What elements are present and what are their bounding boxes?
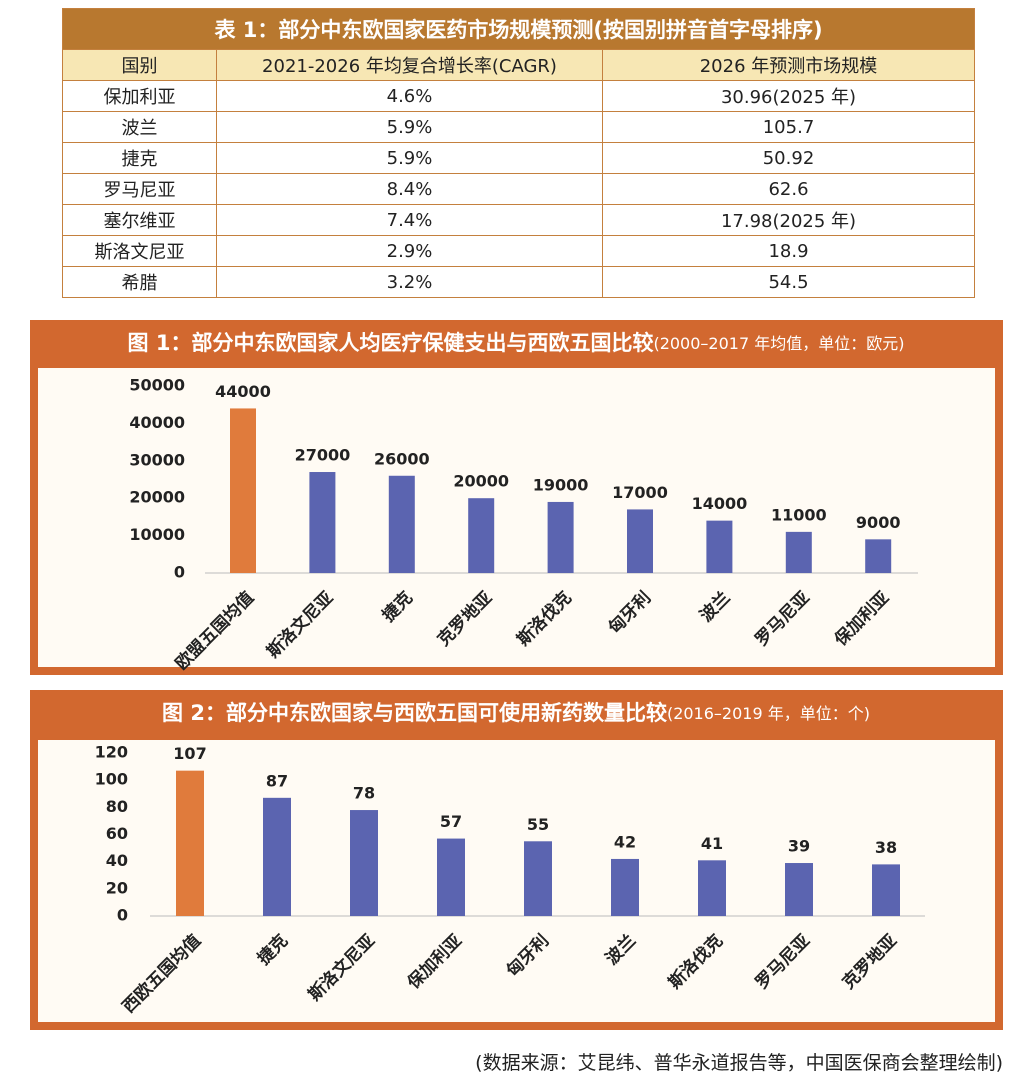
bar — [350, 810, 378, 916]
y-tick-label: 60 — [106, 824, 128, 843]
bar — [785, 531, 812, 573]
table-row: 斯洛文尼亚 2.9% 18.9 — [62, 235, 975, 267]
bar — [611, 858, 639, 916]
data-label: 38 — [875, 838, 897, 857]
table-title-row: 表 1：部分中东欧国家医药市场规模预测(按国别拼音首字母排序) — [62, 8, 975, 50]
table-cell: 希腊 — [62, 266, 217, 298]
table-cell: 50.92 — [602, 142, 975, 174]
bar — [785, 863, 813, 916]
header-cell: 2026 年预测市场规模 — [602, 49, 975, 81]
y-tick-label: 80 — [106, 797, 128, 816]
data-label: 41 — [701, 834, 723, 853]
table-title: 表 1：部分中东欧国家医药市场规模预测(按国别拼音首字母排序) — [62, 8, 975, 50]
table-cell: 30.96(2025 年) — [602, 80, 975, 112]
y-tick-label: 50000 — [129, 376, 185, 395]
bar — [176, 770, 204, 916]
data-label: 14000 — [692, 494, 748, 513]
table-cell: 5.9% — [216, 111, 603, 143]
bar — [437, 838, 465, 916]
y-tick-label: 40 — [106, 851, 128, 870]
table-cell: 3.2% — [216, 266, 603, 298]
chart-subtitle: (2016–2019 年，单位：个) — [667, 704, 870, 723]
chart-subtitle: (2000–2017 年均值，单位：欧元) — [653, 334, 904, 353]
bar — [865, 539, 892, 573]
y-tick-label: 40000 — [129, 413, 185, 432]
bar — [698, 860, 726, 916]
data-label: 9000 — [856, 513, 901, 532]
bar — [263, 797, 291, 916]
table-row: 保加利亚 4.6% 30.96(2025 年) — [62, 80, 975, 112]
bar — [627, 509, 653, 573]
table-cell: 54.5 — [602, 266, 975, 298]
table-row: 捷克 5.9% 50.92 — [62, 142, 975, 174]
data-label: 55 — [527, 815, 549, 834]
y-tick-label: 20 — [106, 878, 128, 897]
market-table: 表 1：部分中东欧国家医药市场规模预测(按国别拼音首字母排序) 国别 2021-… — [62, 8, 975, 298]
data-label: 26000 — [374, 449, 430, 468]
data-label: 87 — [266, 771, 288, 790]
data-label: 19000 — [533, 475, 589, 494]
data-label: 44000 — [215, 382, 271, 401]
bar — [468, 498, 495, 573]
chart-heading: 图 1：部分中东欧国家人均医疗保健支出与西欧五国比较(2000–2017 年均值… — [128, 331, 905, 355]
y-tick-label: 10000 — [129, 525, 185, 544]
y-tick-label: 30000 — [129, 450, 185, 469]
data-label: 11000 — [771, 505, 827, 524]
table-cell: 18.9 — [602, 235, 975, 267]
table-row: 罗马尼亚 8.4% 62.6 — [62, 173, 975, 205]
table-cell: 62.6 — [602, 173, 975, 205]
bar — [309, 472, 336, 573]
chart-title: 图 1：部分中东欧国家人均医疗保健支出与西欧五国比较 — [128, 331, 654, 355]
data-label: 107 — [173, 744, 206, 763]
table-cell: 塞尔维亚 — [62, 204, 217, 236]
chart-title: 图 2：部分中东欧国家与西欧五国可使用新药数量比较 — [162, 701, 667, 725]
bar — [230, 408, 256, 573]
data-label: 20000 — [453, 472, 509, 491]
bar — [524, 841, 552, 916]
table-row: 希腊 3.2% 54.5 — [62, 266, 975, 298]
data-label: 57 — [440, 812, 462, 831]
table-row: 波兰 5.9% 105.7 — [62, 111, 975, 143]
table-cell: 2.9% — [216, 235, 603, 267]
table-cell: 17.98(2025 年) — [602, 204, 975, 236]
y-tick-label: 20000 — [129, 488, 185, 507]
header-cell: 国别 — [62, 49, 217, 81]
data-label: 17000 — [612, 483, 668, 502]
y-tick-label: 0 — [174, 563, 185, 582]
data-label: 42 — [614, 832, 636, 851]
data-label: 78 — [353, 784, 375, 803]
y-tick-label: 0 — [117, 906, 128, 925]
charts: 图 1：部分中东欧国家人均医疗保健支出与西欧五国比较(2000–2017 年均值… — [30, 320, 1003, 1030]
data-label: 39 — [788, 837, 810, 856]
table-cell: 8.4% — [216, 173, 603, 205]
bar — [388, 475, 415, 573]
bar — [872, 864, 900, 916]
y-tick-label: 120 — [95, 743, 128, 762]
data-label: 27000 — [295, 446, 351, 465]
header-row: 国别 2021-2026 年均复合增长率(CAGR) 2026 年预测市场规模 — [62, 49, 975, 81]
bar — [706, 520, 733, 573]
table-cell: 斯洛文尼亚 — [62, 235, 217, 267]
source-note: (数据来源：艾昆纬、普华永道报告等，中国医保商会整理绘制) — [475, 1052, 1003, 1074]
y-tick-label: 100 — [95, 770, 128, 789]
bar — [547, 501, 574, 573]
table-cell: 波兰 — [62, 111, 217, 143]
chart-heading: 图 2：部分中东欧国家与西欧五国可使用新药数量比较(2016–2019 年，单位… — [162, 701, 870, 725]
plot-background — [38, 368, 995, 667]
